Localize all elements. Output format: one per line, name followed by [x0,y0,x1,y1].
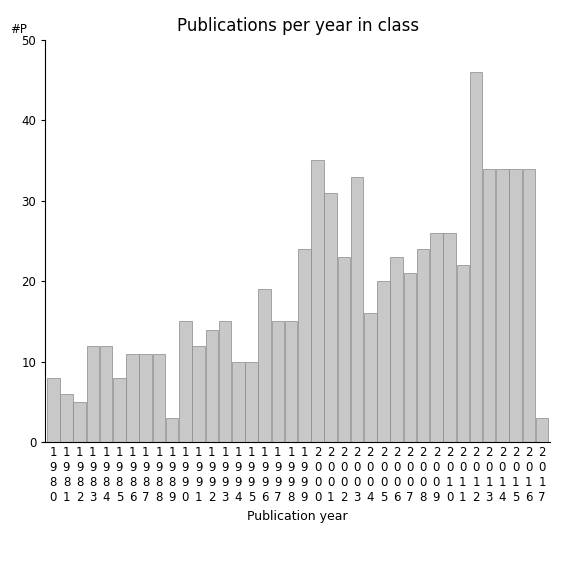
Bar [74,402,86,442]
Bar [443,233,456,442]
Bar [298,249,311,442]
Bar [364,314,376,442]
Bar [324,193,337,442]
Bar [100,346,112,442]
Bar [205,329,218,442]
Bar [113,378,126,442]
Bar [523,168,535,442]
Bar [417,249,429,442]
Bar [192,346,205,442]
Bar [219,321,231,442]
Bar [153,354,165,442]
Bar [179,321,192,442]
Bar [377,281,390,442]
Bar [47,378,60,442]
Bar [126,354,139,442]
Bar [469,72,483,442]
Bar [272,321,284,442]
Bar [60,394,73,442]
Bar [311,160,324,442]
Bar [232,362,244,442]
Bar [391,257,403,442]
Bar [285,321,297,442]
Bar [166,418,179,442]
Bar [456,265,469,442]
Bar [87,346,99,442]
Bar [483,168,496,442]
Bar [404,273,416,442]
Bar [337,257,350,442]
Title: Publications per year in class: Publications per year in class [176,18,419,35]
Text: #P: #P [10,23,27,36]
Bar [509,168,522,442]
Bar [245,362,258,442]
X-axis label: Publication year: Publication year [247,510,348,523]
Bar [259,289,271,442]
Bar [351,176,363,442]
Bar [496,168,509,442]
Bar [139,354,152,442]
Bar [536,418,548,442]
Bar [430,233,443,442]
